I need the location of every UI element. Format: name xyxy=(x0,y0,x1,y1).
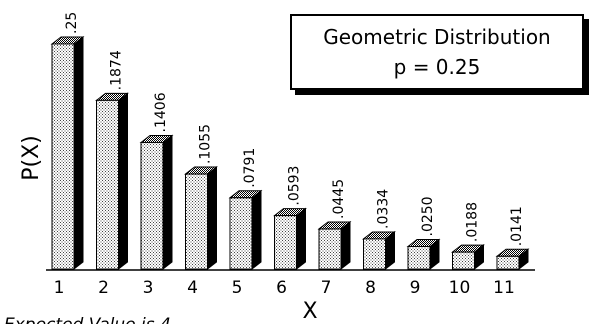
bar-10 xyxy=(451,244,485,271)
bars-layer: .25 .1874 .1406 .1055 .0791 .0593 .0445 .0334 .0… xyxy=(50,12,530,271)
bar-side xyxy=(296,207,306,271)
value-label-4: .1055 xyxy=(198,124,214,164)
bar-side xyxy=(118,92,128,271)
x-tick-label-6: 6 xyxy=(276,278,287,298)
x-tick-label-11: 11 xyxy=(493,278,515,298)
x-tick-label-10: 10 xyxy=(449,278,471,298)
bar-side xyxy=(340,220,351,271)
value-label-10: .0188 xyxy=(465,202,481,242)
bar-5 xyxy=(228,189,263,271)
bar-face xyxy=(96,99,119,270)
bar-6 xyxy=(273,207,307,271)
bar-face xyxy=(274,215,297,270)
value-label-6: .0593 xyxy=(287,166,303,206)
chart-title: Geometric Distribution xyxy=(323,25,551,49)
y-axis-label: P(X) xyxy=(19,135,44,181)
x-tick-label-7: 7 xyxy=(321,278,332,298)
bar-4 xyxy=(184,166,218,271)
bar-2 xyxy=(95,92,129,271)
bar-side xyxy=(207,166,217,271)
bar-face xyxy=(185,173,208,270)
x-tick-label-4: 4 xyxy=(187,278,198,298)
value-label-1: .25 xyxy=(64,12,80,34)
bar-side xyxy=(73,35,84,271)
x-tick-label-3: 3 xyxy=(143,278,154,298)
bar-8 xyxy=(362,230,396,271)
bar-face xyxy=(51,43,75,270)
bar-face xyxy=(229,197,253,270)
value-label-9: .0250 xyxy=(420,196,436,236)
expected-value-caption: Expected Value is 4 xyxy=(4,315,171,324)
value-label-7: .0445 xyxy=(331,179,347,219)
bar-3 xyxy=(139,134,174,271)
bar-side xyxy=(162,134,173,271)
bar-face xyxy=(407,246,431,270)
bar-1 xyxy=(50,35,85,271)
bar-face xyxy=(140,141,164,270)
x-tick-label-8: 8 xyxy=(365,278,376,298)
chart-subtitle: p = 0.25 xyxy=(393,55,481,79)
x-tick-label-1: 1 xyxy=(54,278,65,298)
value-label-3: .1406 xyxy=(153,92,169,132)
x-tick-label-9: 9 xyxy=(410,278,421,298)
bar-7 xyxy=(317,220,352,271)
bar-11 xyxy=(495,248,530,271)
bar-9 xyxy=(406,238,441,271)
value-label-2: .1874 xyxy=(109,50,125,90)
x-tick-label-5: 5 xyxy=(232,278,243,298)
x-tick-labels: 1 2 3 4 5 6 7 8 9 10 11 xyxy=(54,278,515,298)
bar-face xyxy=(496,255,520,270)
value-label-8: .0334 xyxy=(376,189,392,229)
value-label-11: .0141 xyxy=(509,206,525,246)
bar-face xyxy=(318,228,342,270)
bar-face xyxy=(363,238,386,270)
bar-face xyxy=(452,251,475,270)
x-tick-label-2: 2 xyxy=(98,278,109,298)
x-axis-label: X xyxy=(302,299,317,324)
legend-box: Geometric Distribution p = 0.25 xyxy=(290,14,584,90)
value-label-5: .0791 xyxy=(242,148,258,188)
bar-side xyxy=(251,189,262,271)
